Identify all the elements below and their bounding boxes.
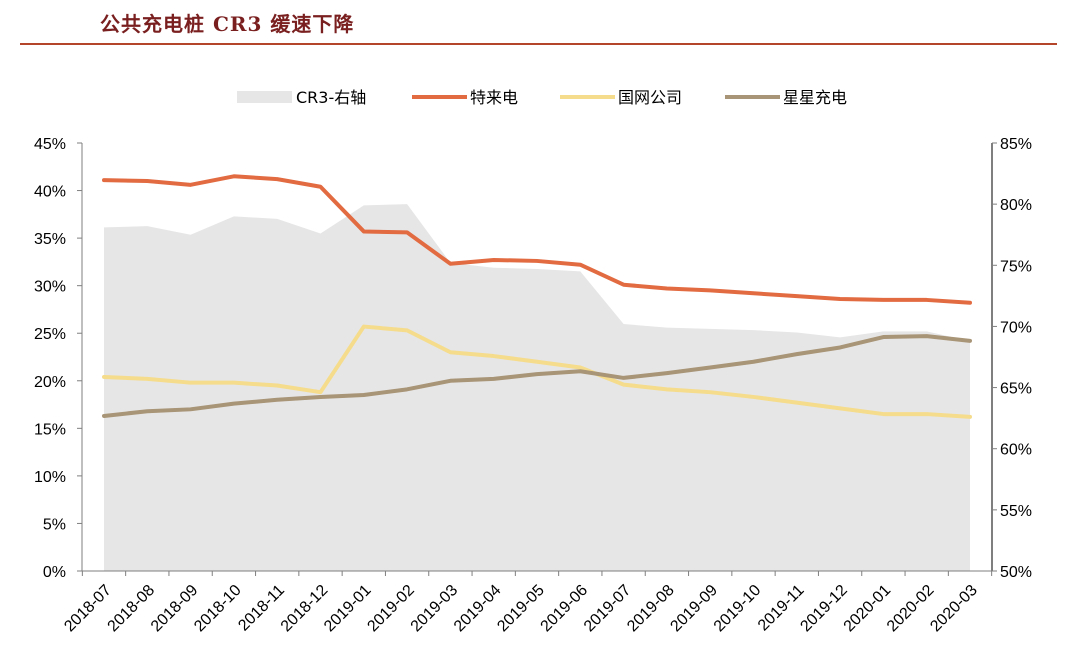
left-tick-label: 5% <box>43 516 66 533</box>
left-tick-label: 10% <box>34 469 66 486</box>
cr3-area-layer <box>104 204 970 571</box>
x-tick-label: 2018-12 <box>278 582 332 636</box>
x-tick-label: 2020-01 <box>841 582 895 636</box>
x-tick-label: 2019-04 <box>451 582 505 636</box>
x-tick-label: 2019-10 <box>711 582 765 636</box>
title-divider <box>20 43 1057 45</box>
right-tick-label: 60% <box>1000 442 1032 459</box>
x-tick-label: 2020-02 <box>884 582 938 636</box>
x-tick-label: 2020-03 <box>927 582 981 636</box>
legend-swatch-area <box>237 91 292 103</box>
left-tick-label: 45% <box>34 136 66 153</box>
legend: CR3-右轴 特来电 国网公司 星星充电 <box>237 88 847 107</box>
series-lines-layer <box>102 174 972 419</box>
left-tick-label: 15% <box>34 421 66 438</box>
x-tick-label: 2019-09 <box>667 582 721 636</box>
x-tick-label: 2019-07 <box>581 582 635 636</box>
left-tick-label: 35% <box>34 231 66 248</box>
x-tick-label: 2019-12 <box>797 582 851 636</box>
x-tick-label: 2018-09 <box>148 582 202 636</box>
left-tick-label: 40% <box>34 184 66 201</box>
cr3-area <box>104 204 970 571</box>
x-tick-label: 2019-03 <box>408 582 462 636</box>
left-tick-label: 20% <box>34 374 66 391</box>
legend-label: 特来电 <box>470 88 518 107</box>
x-tick-label: 2019-05 <box>494 582 548 636</box>
chart-title: 公共充电桩 CR3 缓速下降 <box>100 12 355 36</box>
x-tick-label: 2018-07 <box>61 582 115 636</box>
legend-label: 国网公司 <box>618 88 682 107</box>
x-tick-label: 2019-02 <box>364 582 418 636</box>
series-line-1 <box>102 174 972 305</box>
right-tick-label: 55% <box>1000 503 1032 520</box>
series-line-3 <box>102 334 972 418</box>
x-tick-label: 2019-06 <box>538 582 592 636</box>
right-tick-label: 65% <box>1000 381 1032 398</box>
right-tick-label: 50% <box>1000 564 1032 581</box>
x-tick-label: 2018-10 <box>191 582 245 636</box>
x-tick-label: 2018-08 <box>105 582 159 636</box>
left-tick-label: 0% <box>43 564 66 581</box>
x-tick-label: 2019-08 <box>624 582 678 636</box>
series-line-2 <box>102 324 972 419</box>
right-tick-label: 75% <box>1000 258 1032 275</box>
right-tick-label: 70% <box>1000 319 1032 336</box>
legend-label: 星星充电 <box>783 88 847 107</box>
right-tick-label: 80% <box>1000 197 1032 214</box>
x-tick-label: 2019-01 <box>321 582 375 636</box>
right-tick-label: 85% <box>1000 136 1032 153</box>
left-tick-label: 25% <box>34 326 66 343</box>
legend-label: CR3-右轴 <box>296 88 366 107</box>
left-tick-label: 30% <box>34 279 66 296</box>
